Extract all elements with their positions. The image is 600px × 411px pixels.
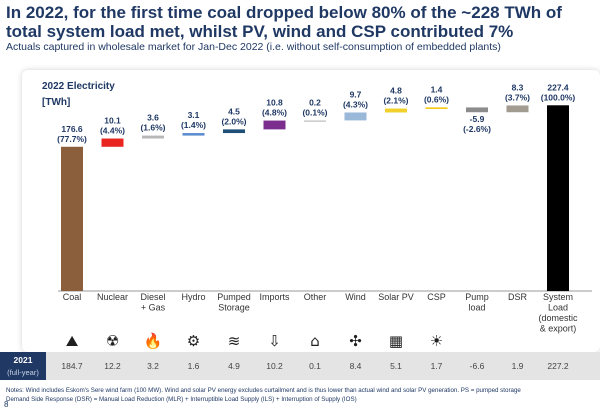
chart-unit-label: [TWh] <box>42 97 71 108</box>
page-number: 8 <box>4 400 9 409</box>
category-label-6-1: Imports <box>259 292 290 302</box>
csp-tower-icon: ☀ <box>430 332 443 350</box>
value-label-13: 227.4 <box>547 82 569 92</box>
history-row <box>46 352 600 380</box>
percent-label-11: (-2.6%) <box>463 124 491 134</box>
category-label-1-1: Coal <box>63 292 82 302</box>
category-label-13-2: Load <box>548 303 568 313</box>
value-label-3: 3.6 <box>147 113 159 123</box>
footnote-1: Notes: Wind includes Eskom's Sere wind f… <box>6 387 521 394</box>
value-label-1: 176.6 <box>61 124 83 134</box>
category-label-8-1: Wind <box>345 292 366 302</box>
bar-10 <box>425 107 448 109</box>
percent-label-4: (1.4%) <box>181 120 206 130</box>
history-year: 2021 <box>13 355 33 365</box>
value-label-11: -5.9 <box>470 114 485 124</box>
category-label-4-1: Hydro <box>181 292 205 302</box>
value-label-8: 9.7 <box>350 89 362 99</box>
value-label-5: 4.5 <box>228 106 240 116</box>
category-label-9-1: Solar PV <box>378 292 414 302</box>
page-title: In 2022, for the first time coal dropped… <box>6 3 562 41</box>
bar-2 <box>101 138 124 147</box>
chart-panel <box>22 70 600 352</box>
percent-label-7: (0.1%) <box>302 107 327 117</box>
nuclear-plant-icon: ☢ <box>106 332 119 350</box>
category-label-7-1: Other <box>304 292 327 302</box>
percent-label-2: (4.4%) <box>100 126 125 136</box>
category-label-5-1: Pumped <box>217 292 251 302</box>
value-label-7: 0.2 <box>309 97 321 107</box>
bar-3 <box>142 135 164 139</box>
flame-icon: 🔥 <box>144 332 163 350</box>
bar-8 <box>344 112 367 121</box>
chart-label: 2022 Electricity <box>42 81 115 92</box>
category-label-3-2: + Gas <box>141 303 166 313</box>
category-label-13-1: System <box>543 292 573 302</box>
coal-plant-icon: ⛰ <box>66 332 79 350</box>
value-label-4: 3.1 <box>188 110 200 120</box>
percent-label-5: (2.0%) <box>221 116 246 126</box>
category-label-13-4: & export) <box>540 324 577 334</box>
bar-6 <box>263 120 286 130</box>
value-label-9: 4.8 <box>390 86 402 96</box>
history-year-label: 2021 (full-year) <box>0 352 46 380</box>
bar-11 <box>466 107 488 113</box>
category-label-10-1: CSP <box>427 292 446 302</box>
pumped-storage-icon: ≋ <box>228 332 241 350</box>
value-label-10: 1.4 <box>431 84 443 94</box>
category-label-3-1: Diesel <box>140 292 165 302</box>
history-year-sublabel: (full-year) <box>7 368 39 377</box>
category-label-11-1: Pump <box>465 292 489 302</box>
percent-label-3: (1.6%) <box>140 123 165 133</box>
bar-4 <box>182 133 205 136</box>
waterfall-chart: 176.6(77.7%)Coal⛰10.1(4.4%)Nuclear☢3.6(1… <box>57 82 592 350</box>
imports-icon: ⇩ <box>268 332 281 350</box>
percent-label-9: (2.1%) <box>383 96 408 106</box>
category-label-12-1: DSR <box>508 292 528 302</box>
percent-label-1: (77.7%) <box>57 134 87 144</box>
footnote-2: Demand Side Response (DSR) = Manual Load… <box>6 396 357 403</box>
percent-label-6: (4.8%) <box>262 108 287 118</box>
page-subtitle: Actuals captured in wholesale market for… <box>6 41 501 53</box>
percent-label-12: (3.7%) <box>505 92 530 102</box>
category-label-2-1: Nuclear <box>97 292 128 302</box>
bar-9 <box>385 108 407 113</box>
solar-panel-icon: ▦ <box>389 332 403 350</box>
value-label-6: 10.8 <box>266 98 283 108</box>
percent-label-13: (100.0%) <box>541 92 576 102</box>
footnotes: Notes: Wind includes Eskom's Sere wind f… <box>6 386 596 404</box>
bar-7 <box>304 120 326 122</box>
bar-13 <box>547 105 569 291</box>
category-label-11-2: load <box>468 303 485 313</box>
bar-12 <box>506 105 529 113</box>
value-label-2: 10.1 <box>104 116 121 126</box>
factory-icon: ⌂ <box>310 332 320 350</box>
category-label-5-2: Storage <box>218 303 250 313</box>
wind-turbine-icon: ✣ <box>349 332 362 350</box>
percent-label-8: (4.3%) <box>343 99 368 109</box>
category-label-13-3: (domestic <box>538 313 578 323</box>
bar-5 <box>223 129 245 134</box>
value-label-12: 8.3 <box>512 82 524 92</box>
percent-label-10: (0.6%) <box>424 94 449 104</box>
hydro-gear-icon: ⚙ <box>187 332 200 350</box>
bar-1 <box>61 146 83 291</box>
